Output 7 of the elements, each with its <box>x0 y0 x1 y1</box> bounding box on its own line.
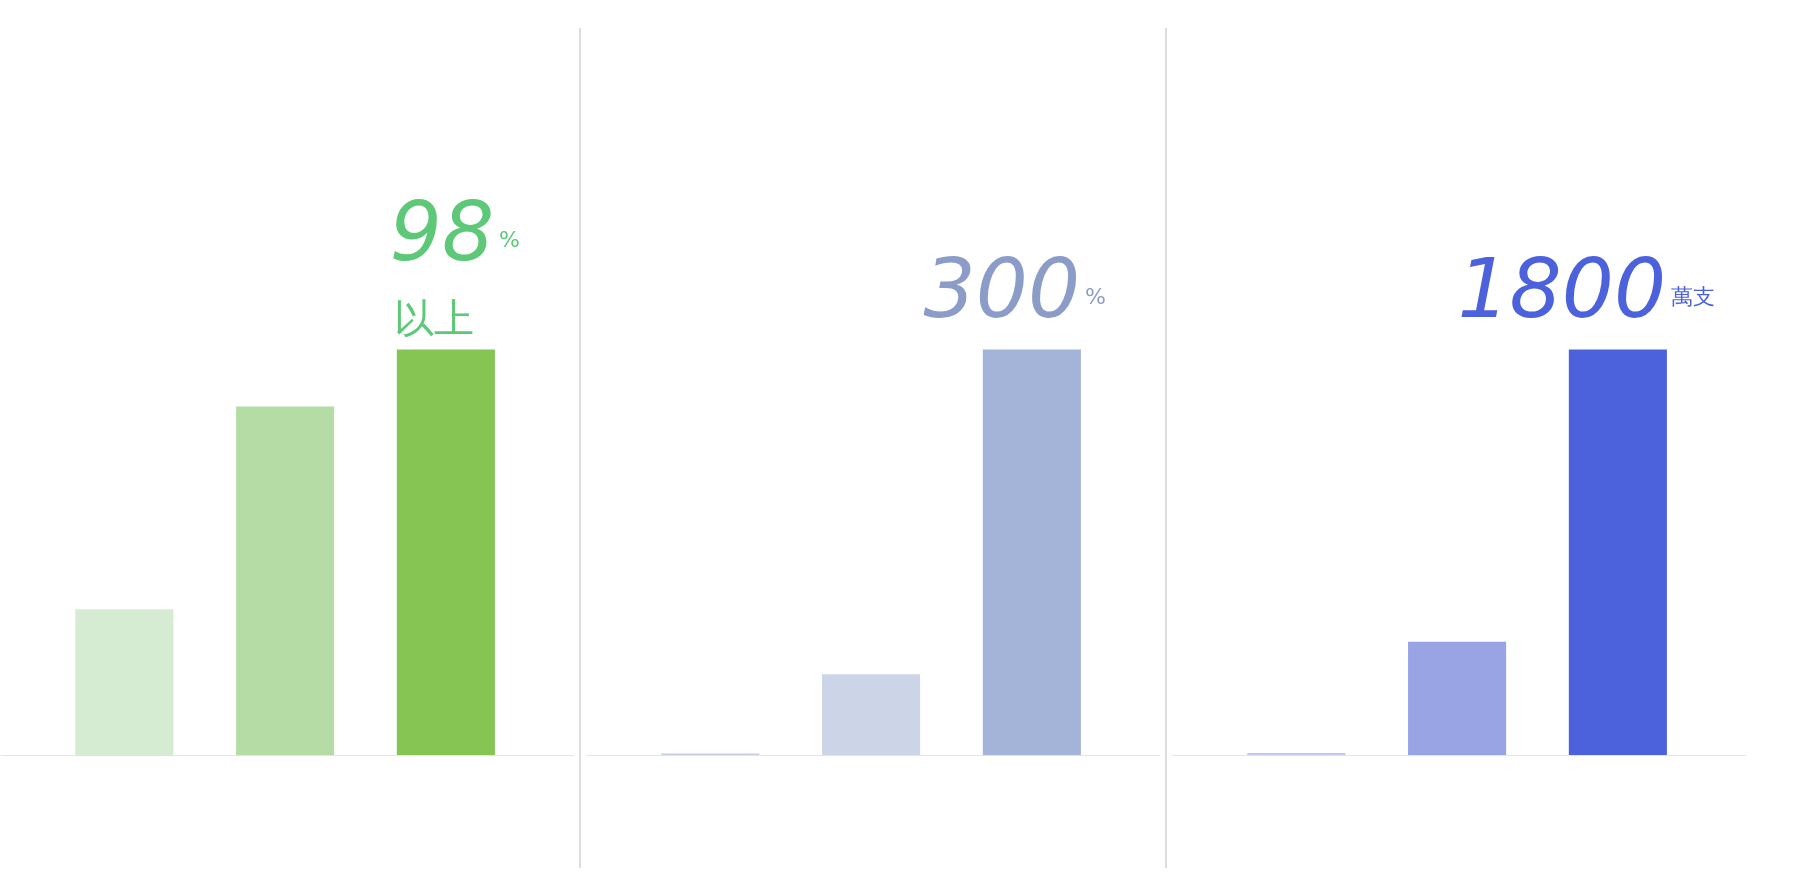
text: 300 <box>923 241 1081 337</box>
text: 98 <box>389 184 495 280</box>
text: 以上 <box>394 295 475 342</box>
text: 萬支 <box>1670 283 1715 309</box>
text: % <box>498 227 520 253</box>
text: % <box>1084 283 1106 309</box>
text: 1800 <box>1457 241 1667 337</box>
